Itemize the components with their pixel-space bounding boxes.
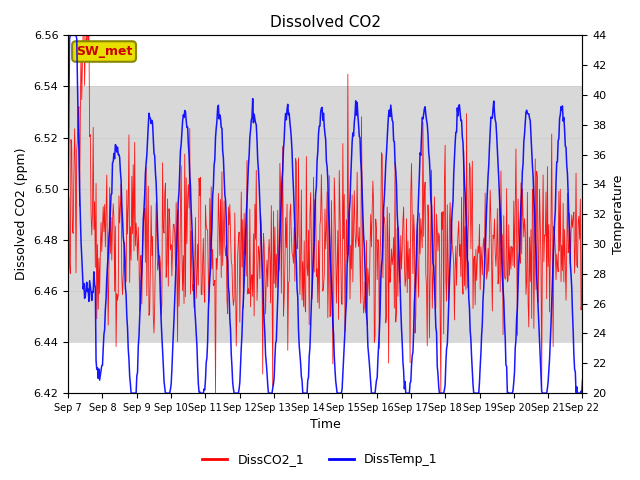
Y-axis label: Dissolved CO2 (ppm): Dissolved CO2 (ppm) — [15, 148, 28, 280]
Legend: DissCO2_1, DissTemp_1: DissCO2_1, DissTemp_1 — [197, 448, 443, 471]
Y-axis label: Temperature: Temperature — [612, 175, 625, 254]
Title: Dissolved CO2: Dissolved CO2 — [270, 15, 381, 30]
X-axis label: Time: Time — [310, 419, 340, 432]
Text: SW_met: SW_met — [76, 45, 132, 58]
Bar — [68, 86, 582, 342]
